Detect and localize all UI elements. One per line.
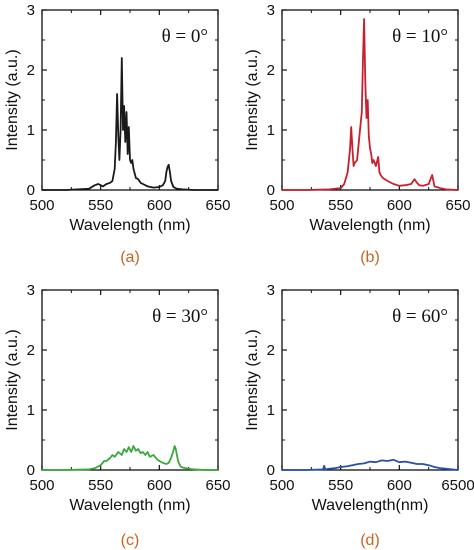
x-tick-label: 500	[29, 477, 54, 494]
angle-annotation: θ = 10°	[392, 26, 448, 47]
y-tick-label: 3	[27, 2, 35, 19]
panel-label: (a)	[120, 249, 140, 266]
angle-annotation: θ = 30°	[152, 306, 208, 327]
angle-annotation: θ = 60°	[392, 306, 448, 327]
y-axis-label: Intensity (a.u.)	[4, 329, 21, 430]
x-tick-label: 600	[387, 197, 412, 214]
y-tick-label: 2	[267, 62, 275, 79]
y-tick-label: 0	[27, 462, 35, 479]
y-tick-label: 0	[267, 462, 275, 479]
y-tick-label: 1	[267, 122, 275, 139]
y-tick-label: 3	[27, 282, 35, 299]
y-axis-label: Intensity (a.u.)	[4, 49, 21, 150]
panel-label: (d)	[360, 532, 380, 549]
y-tick-label: 0	[267, 182, 275, 199]
x-axis-label: Wavelength(nm)	[312, 497, 429, 514]
spectrum-line	[282, 458, 459, 471]
y-tick-label: 3	[267, 282, 275, 299]
x-tick-label: 550	[328, 477, 353, 494]
x-tick-label: 600	[387, 477, 412, 494]
y-axis-label: Intensity (a.u.)	[244, 49, 261, 150]
x-tick-label: 500	[269, 477, 294, 494]
spectrum-line	[282, 18, 459, 191]
y-axis-label: Intensity (a.u.)	[244, 329, 261, 430]
y-tick-label: 3	[267, 2, 275, 19]
x-tick-label: 600	[147, 197, 172, 214]
y-tick-label: 2	[27, 342, 35, 359]
spectrum-line	[42, 445, 218, 471]
x-tick-label: 650	[205, 197, 230, 214]
panel-label: (b)	[360, 249, 380, 266]
y-tick-label: 1	[27, 122, 35, 139]
x-tick-label: 550	[328, 197, 353, 214]
angle-annotation: θ = 0°	[162, 26, 208, 47]
x-axis-label: Wavelength (nm)	[309, 217, 430, 234]
x-tick-label: 500	[29, 197, 54, 214]
y-tick-label: 2	[267, 342, 275, 359]
x-axis-label: Wavelength (nm)	[69, 497, 190, 514]
spectrum-line	[42, 57, 218, 191]
panel-label: (c)	[121, 532, 140, 549]
x-tick-label: 600	[147, 477, 172, 494]
x-tick-label: 500	[269, 197, 294, 214]
x-tick-label: 650	[445, 197, 470, 214]
x-tick-label: 650	[205, 477, 230, 494]
x-tick-label: 550	[88, 197, 113, 214]
y-tick-label: 2	[27, 62, 35, 79]
x-tick-label: 6500	[441, 477, 474, 494]
y-tick-label: 0	[27, 182, 35, 199]
y-tick-label: 1	[267, 402, 275, 419]
y-tick-label: 1	[27, 402, 35, 419]
x-axis-label: Wavelength (nm)	[69, 217, 190, 234]
x-tick-label: 550	[88, 477, 113, 494]
